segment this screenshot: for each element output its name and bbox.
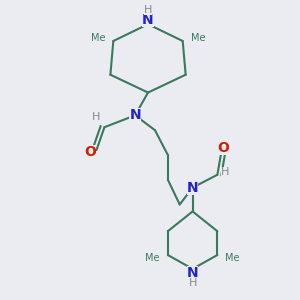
Text: H: H	[188, 278, 197, 288]
Text: H: H	[144, 5, 152, 15]
Text: Me: Me	[146, 253, 160, 263]
Text: N: N	[129, 108, 141, 122]
Text: O: O	[218, 141, 229, 155]
Text: N: N	[187, 266, 198, 280]
Text: N: N	[142, 13, 154, 27]
Text: Me: Me	[225, 253, 240, 263]
Text: H: H	[221, 167, 230, 177]
Text: N: N	[187, 181, 198, 195]
Text: H: H	[92, 112, 100, 122]
Text: O: O	[85, 145, 97, 159]
Text: Me: Me	[91, 33, 105, 43]
Text: Me: Me	[190, 33, 205, 43]
